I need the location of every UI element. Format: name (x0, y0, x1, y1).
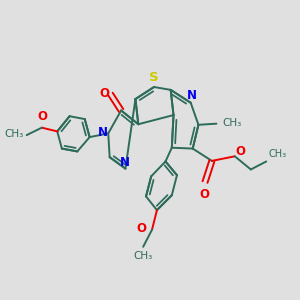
Text: O: O (99, 87, 109, 100)
Text: N: N (120, 156, 130, 169)
Text: CH₃: CH₃ (268, 149, 287, 159)
Text: S: S (149, 71, 159, 84)
Text: N: N (187, 89, 197, 102)
Text: CH₃: CH₃ (223, 118, 242, 128)
Text: CH₃: CH₃ (4, 129, 24, 139)
Text: CH₃: CH₃ (133, 251, 152, 261)
Text: N: N (98, 126, 108, 139)
Text: O: O (200, 188, 209, 201)
Text: O: O (236, 145, 245, 158)
Text: O: O (38, 110, 47, 123)
Text: O: O (136, 222, 146, 235)
